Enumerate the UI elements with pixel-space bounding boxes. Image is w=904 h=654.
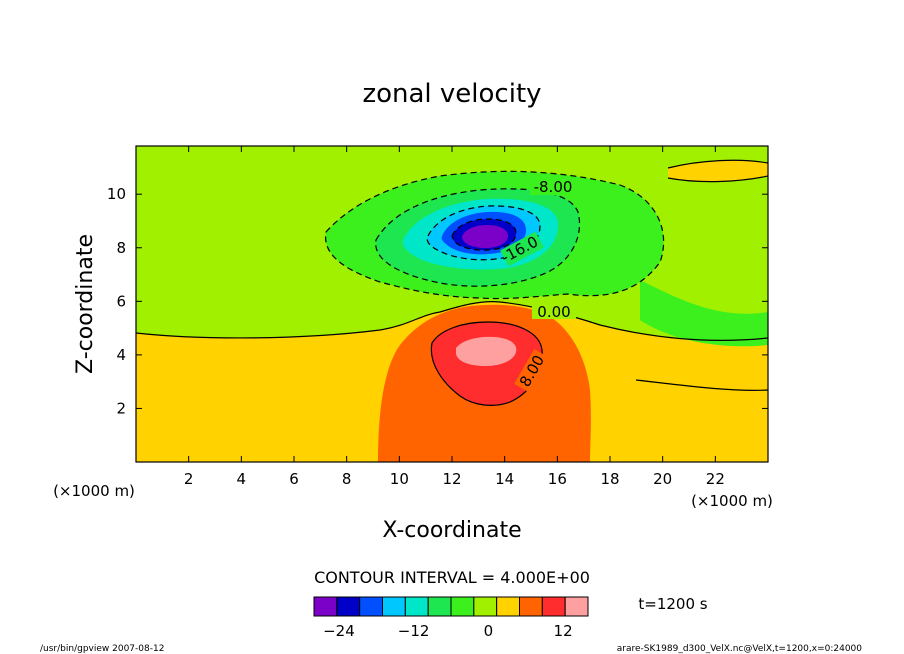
y-axis: 2 4 6 8 10 [107,185,768,417]
y-tick-label: 4 [116,346,126,364]
colorbar-swatch [541,596,566,617]
time-label: t=1200 s [638,595,707,613]
fill-level-12-to-16 [456,336,517,366]
colorbar-tick-label: 0 [484,622,494,640]
x-tick-label: 12 [442,470,461,488]
contour-label-bg-2 [500,231,544,267]
fill-level-minus8-east [640,280,768,347]
y-tick-label: 10 [107,185,126,203]
colorbar-tick-label: 12 [554,622,573,640]
colorbar-tick-label: −12 [398,622,430,640]
contour-fills [136,146,768,462]
colorbar-swatch [404,596,429,617]
x-tick-label: 2 [184,470,194,488]
footer-left: /usr/bin/gpview 2007-08-12 [40,644,164,654]
x-tick-label: 22 [706,470,725,488]
fill-level-below-minus28 [462,225,508,248]
x-unit-left: (×1000 m) [53,482,135,500]
fill-positive-band-low [636,380,768,402]
colorbar-swatch [564,596,589,617]
contour-line-zero [136,301,768,341]
contour-label: -8.00 [534,178,573,196]
x-axis: 2 4 6 8 10 12 14 16 18 20 22 [184,146,725,488]
colorbar-swatch [427,596,452,617]
y-axis-label: Z-coordinate [73,234,98,374]
x-tick-label: 16 [548,470,567,488]
colorbar-swatch [473,596,498,617]
contour-line-minus8 [375,188,580,287]
fill-positive-band-top [668,160,768,182]
chart-title: zonal velocity [362,79,541,109]
contour-line-minus4 [324,170,665,300]
x-axis-label: X-coordinate [382,518,521,543]
x-tick-label: 8 [342,470,352,488]
contour-interval-text: CONTOUR INTERVAL = 4.000E+00 [314,568,590,587]
y-tick-label: 2 [116,399,126,417]
x-tick-label: 4 [237,470,247,488]
footer-right: arare-SK1989_d300_VelX.nc@VelX,t=1200,x=… [617,644,862,654]
colorbar-swatch [450,596,475,617]
colorbar-swatch [359,596,383,617]
contour-label-bg-1 [530,177,576,195]
x-tick-label: 20 [653,470,672,488]
contour-label-bg-3 [532,303,576,319]
colorbar: −24 −12 0 12 [313,596,589,640]
colorbar-swatch [313,596,338,617]
x-unit-right: (×1000 m) [691,492,773,510]
contour-label-bg-4 [514,349,550,393]
colorbar-swatch [519,596,543,617]
colorbar-swatch [336,596,361,617]
colorbar-swatch [382,596,406,617]
contour-line-minus24 [451,218,517,251]
contour-label: 0.00 [537,303,570,321]
x-tick-label: 10 [390,470,409,488]
y-tick-label: 8 [116,239,126,257]
colorbar-swatch [496,596,520,617]
y-tick-label: 6 [116,292,126,310]
x-tick-label: 6 [289,470,299,488]
contour-line-zero-east [635,159,768,391]
x-tick-label: 18 [600,470,619,488]
colorbar-tick-label: −24 [323,622,355,640]
x-tick-label: 14 [495,470,514,488]
